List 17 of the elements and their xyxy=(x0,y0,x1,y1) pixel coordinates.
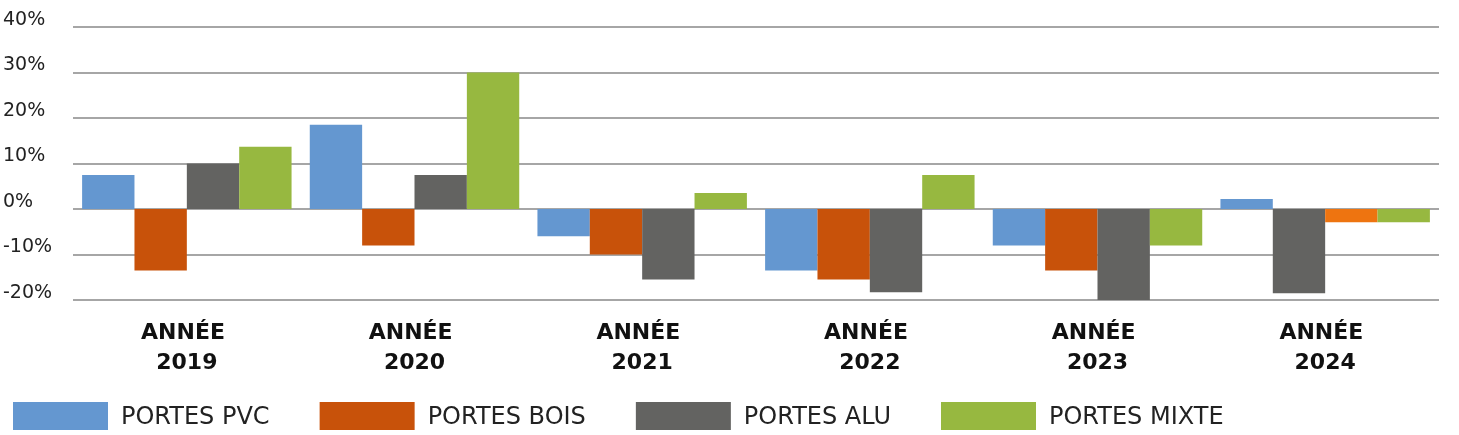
y-tick-label: -20% xyxy=(3,279,53,302)
y-tick-label: 40% xyxy=(3,6,46,29)
legend-label: PORTES BOIS xyxy=(427,402,586,430)
x-tick-label: ANNÉE 2021 xyxy=(596,318,688,374)
x-tick-label: ANNÉE 2024 xyxy=(1279,318,1371,374)
legend-label: PORTES MIXTE xyxy=(1049,402,1224,430)
x-tick-label: ANNÉE 2023 xyxy=(1051,318,1144,374)
x-tick-label: ANNÉE 2019 xyxy=(141,318,233,374)
x-tick-label: ANNÉE 2020 xyxy=(368,318,461,374)
y-tick-label: 0% xyxy=(3,188,34,211)
legend-label: PORTES PVC xyxy=(121,402,270,430)
y-tick-label: 10% xyxy=(3,143,46,165)
legend-label: PORTES ALU xyxy=(743,402,891,430)
y-tick-label: 20% xyxy=(3,97,46,120)
y-tick-label: 30% xyxy=(3,52,46,74)
y-tick-label: -10% xyxy=(3,234,53,256)
x-tick-label: ANNÉE 2022 xyxy=(824,318,916,374)
